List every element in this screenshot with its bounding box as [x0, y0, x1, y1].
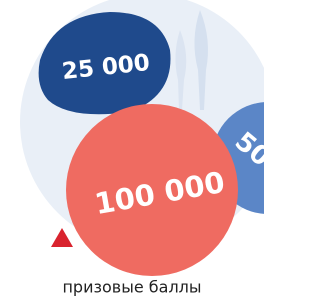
pointer-triangle [51, 228, 73, 247]
page: 25 000 50 100 000 призовые баллы (() => … [0, 0, 264, 307]
illustration: 25 000 50 100 000 призовые баллы [0, 0, 264, 307]
caption: призовые баллы [62, 278, 201, 297]
